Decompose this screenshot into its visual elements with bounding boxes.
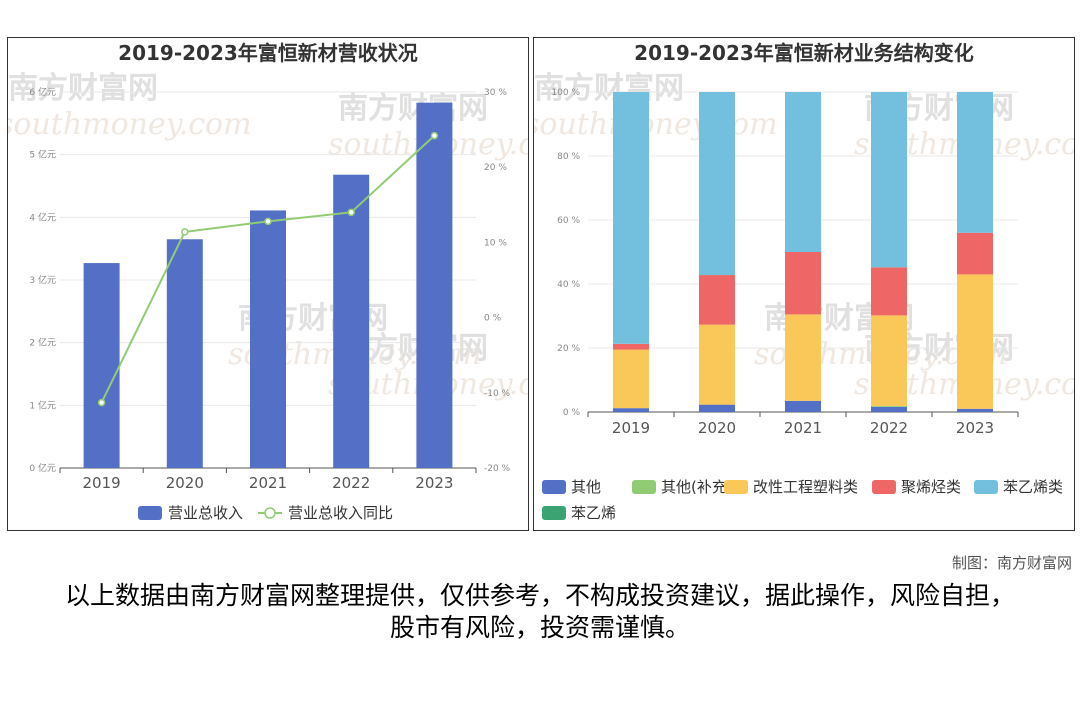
watermark-text: 南方财富网 (338, 91, 488, 126)
legend-swatch (724, 480, 748, 494)
stacked-bar-segment (957, 232, 993, 275)
watermark-text: southmoney.com (8, 107, 252, 142)
x-tick-label: 2020 (166, 474, 204, 492)
revenue-chart-panel: 南方财富网southmoney.com南方财富网southmoney.com南方… (7, 37, 529, 531)
chart-title: 2019-2023年富恒新材营收状况 (118, 41, 418, 65)
x-tick-label: 2019 (83, 474, 121, 492)
chart-credit: 制图：南方财富网 (951, 554, 1072, 572)
stacked-bar-segment (699, 92, 735, 276)
stacked-bar-segment (871, 92, 907, 268)
legend-label: 苯乙烯类 (1003, 478, 1063, 496)
legend-label: 营业总收入 (168, 504, 243, 522)
stacked-bar-segment (613, 349, 649, 409)
stacked-bar-segment (613, 92, 649, 344)
line-point (430, 131, 439, 140)
legend-swatch (974, 480, 998, 494)
legend-swatch (138, 506, 162, 520)
legend-label: 其他 (571, 478, 601, 496)
legend-label: 其他(补充) (661, 478, 733, 496)
stacked-bar-segment (957, 274, 993, 409)
x-tick-label: 2023 (415, 474, 453, 492)
watermark-text: southmoney.com (534, 107, 778, 142)
stacked-bar-segment (785, 400, 821, 412)
bar (83, 263, 120, 468)
chart-title: 2019-2023年富恒新材业务结构变化 (634, 41, 974, 65)
business-structure-chart: 南方财富网southmoney.com南方财富网southmoney.com南方… (534, 41, 1074, 522)
x-tick-label: 2020 (698, 419, 736, 437)
x-tick-label: 2021 (784, 419, 822, 437)
x-tick-label: 2022 (332, 474, 370, 492)
legend-label: 苯乙烯 (571, 504, 616, 522)
legend-swatch (632, 480, 656, 494)
x-tick-label: 2023 (956, 419, 994, 437)
line-point (181, 228, 189, 236)
y-tick-label: 4 亿元 (29, 211, 56, 223)
y2-tick-label: -10 % (484, 389, 511, 399)
legend-label: 营业总收入同比 (288, 504, 393, 522)
line-point (97, 398, 106, 407)
bar (416, 102, 453, 469)
stacked-bar-segment (785, 92, 821, 252)
y-tick-label: 6 亿元 (29, 86, 56, 98)
x-tick-label: 2021 (249, 474, 287, 492)
y2-tick-label: -20 % (484, 464, 511, 474)
x-tick-label: 2022 (870, 419, 908, 437)
stacked-bar-segment (871, 405, 907, 407)
y-tick-label: 60 % (557, 216, 580, 226)
legend-swatch (872, 480, 896, 494)
bar (250, 210, 286, 468)
legend-swatch (542, 506, 566, 520)
stacked-bar-segment (699, 275, 735, 325)
stacked-bar-segment (957, 92, 993, 233)
revenue-chart: 南方财富网southmoney.com南方财富网southmoney.com南方… (8, 41, 528, 522)
y2-tick-label: 20 % (484, 163, 507, 173)
legend-swatch (542, 480, 566, 494)
y-tick-label: 40 % (557, 280, 580, 290)
watermark-text: 南方财富网 (534, 71, 684, 106)
y-tick-label: 3 亿元 (29, 274, 56, 286)
x-tick-label: 2019 (612, 419, 650, 437)
stacked-bar-segment (785, 252, 821, 315)
bar (166, 239, 203, 468)
stacked-bar-segment (699, 324, 735, 405)
business-structure-chart-panel: 南方财富网southmoney.com南方财富网southmoney.com南方… (533, 37, 1075, 531)
stacked-bar-segment (871, 267, 907, 316)
y-tick-label: 0 亿元 (29, 462, 56, 474)
y-tick-label: 0 % (563, 408, 581, 418)
y2-tick-label: 30 % (484, 88, 507, 98)
legend-label: 改性工程塑料类 (753, 478, 858, 496)
stacked-bar-segment (785, 314, 821, 401)
line-point (347, 208, 355, 217)
y-tick-label: 20 % (557, 344, 580, 354)
stacked-bar-segment (871, 315, 907, 406)
stacked-bar-segment (699, 404, 735, 412)
legend-swatch (264, 507, 276, 519)
disclaimer-text: 以上数据由南方财富网整理提供，仅供参考，不构成投资建议，据此操作，风险自担，股市… (64, 581, 1015, 642)
y-tick-label: 80 % (557, 152, 580, 162)
stacked-bar-segment (613, 343, 649, 350)
y-tick-label: 2 亿元 (29, 337, 56, 349)
watermark-text: 南方财富网 (8, 71, 158, 106)
line-point (264, 217, 272, 226)
stacked-bar-segment (957, 408, 993, 412)
y-tick-label: 100 % (551, 88, 580, 98)
y2-tick-label: 0 % (484, 314, 502, 324)
bar (333, 174, 370, 468)
y-tick-label: 1 亿元 (29, 399, 56, 411)
y-tick-label: 5 亿元 (29, 149, 56, 161)
y2-tick-label: 10 % (484, 238, 507, 248)
stacked-bar-segment (871, 406, 907, 412)
stacked-bar-segment (613, 408, 649, 412)
legend-label: 聚烯烃类 (901, 478, 961, 496)
